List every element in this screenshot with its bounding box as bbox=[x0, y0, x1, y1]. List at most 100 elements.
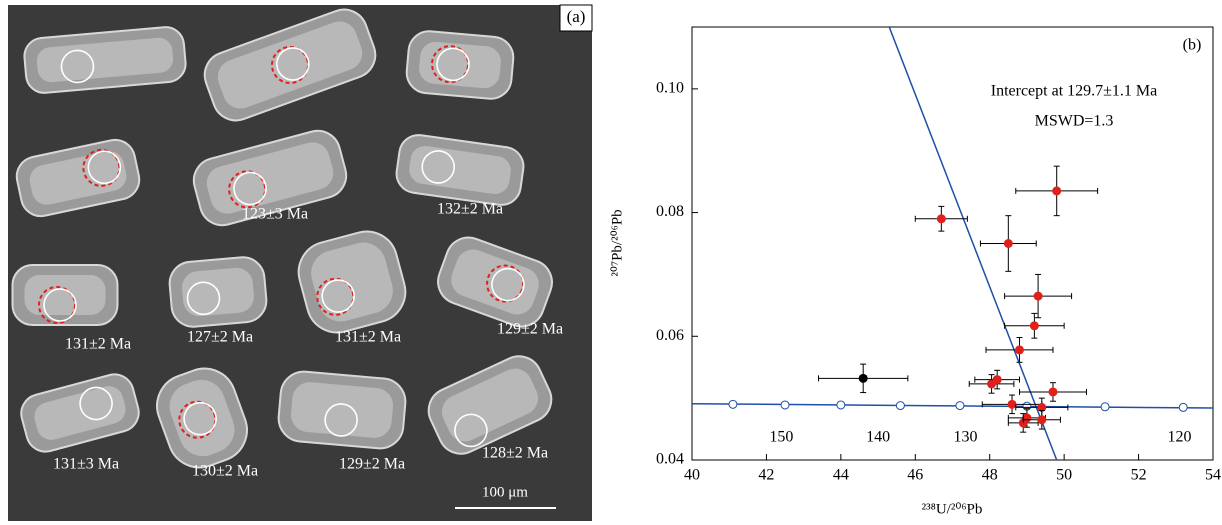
data-point bbox=[1003, 239, 1013, 248]
grain-part bbox=[29, 151, 127, 205]
grain-part bbox=[271, 46, 309, 84]
panel-label: (b) bbox=[1183, 37, 1202, 54]
grain-part bbox=[178, 400, 217, 439]
grain-age-label: 131±3 Ma bbox=[53, 456, 119, 473]
concordia-marker bbox=[780, 400, 790, 410]
grain-part bbox=[233, 171, 267, 206]
grain-age-label: 128±2 Ma bbox=[482, 445, 548, 462]
data-point bbox=[1007, 399, 1017, 409]
concordia-marker bbox=[955, 401, 965, 411]
x-tick-label: 52 bbox=[1131, 467, 1147, 484]
grain-part bbox=[441, 368, 539, 442]
data-point bbox=[1037, 415, 1047, 425]
zircon-grain bbox=[437, 236, 553, 328]
y-axis-label: ²⁰⁷Pb/²⁰⁶Pb bbox=[609, 209, 625, 276]
grain-part bbox=[324, 403, 358, 437]
grain-part bbox=[206, 142, 334, 214]
grain-part bbox=[276, 47, 310, 81]
concordia-marker bbox=[1100, 402, 1110, 412]
grain-part bbox=[316, 277, 355, 316]
grain-part bbox=[24, 275, 106, 315]
panel-label-box bbox=[559, 4, 593, 32]
grain-part bbox=[431, 45, 470, 84]
annotation: MSWD=1.3 bbox=[1035, 113, 1114, 130]
grain-part bbox=[34, 386, 126, 440]
grain-age-label: 129±2 Ma bbox=[339, 456, 405, 473]
concordia-marker bbox=[836, 400, 846, 410]
x-tick-label: 50 bbox=[1056, 467, 1072, 484]
grain-age-label: 130±2 Ma bbox=[192, 463, 258, 480]
zircon-grain bbox=[20, 373, 140, 453]
grain-part bbox=[311, 242, 393, 322]
grain-part bbox=[421, 150, 456, 184]
concordia-marker bbox=[895, 401, 905, 411]
data-point bbox=[1018, 418, 1028, 428]
data-point bbox=[1048, 387, 1058, 397]
grain-part bbox=[169, 379, 235, 457]
grain-part bbox=[321, 279, 355, 313]
grain-part bbox=[290, 382, 394, 438]
grain-part bbox=[419, 41, 501, 89]
grain-part bbox=[38, 286, 76, 324]
grain-part bbox=[454, 413, 488, 448]
data-point bbox=[1029, 321, 1039, 331]
age-label: 140 bbox=[866, 428, 890, 445]
annotation: Intercept at 129.7±1.1 Ma bbox=[991, 83, 1158, 100]
x-tick-label: 54 bbox=[1205, 467, 1221, 484]
zircon-grain bbox=[405, 30, 515, 100]
zircon-grain bbox=[395, 134, 525, 206]
zircon-grain bbox=[192, 129, 348, 227]
discordia-line bbox=[888, 27, 1058, 460]
data-point bbox=[1052, 186, 1062, 196]
grain-age-label: 131±2 Ma bbox=[65, 336, 131, 353]
data-point bbox=[1037, 402, 1047, 412]
zircon-grain bbox=[11, 264, 119, 326]
grain-part bbox=[491, 267, 525, 302]
grain-age-label: 127±2 Ma bbox=[187, 329, 253, 346]
plot-frame bbox=[691, 26, 1214, 461]
data-point bbox=[936, 214, 946, 224]
x-axis-label: ²³⁸U/²⁰⁶Pb bbox=[922, 501, 983, 517]
grain-part bbox=[183, 401, 217, 436]
grain-part bbox=[36, 37, 174, 83]
age-label: 120 bbox=[1168, 428, 1192, 445]
zircon-grain bbox=[168, 256, 268, 328]
zircon-grain bbox=[277, 370, 407, 450]
y-tick-label: 0.08 bbox=[656, 203, 684, 220]
grain-part bbox=[79, 386, 113, 421]
y-tick-label: 0.10 bbox=[656, 80, 684, 97]
panel-label: (a) bbox=[567, 7, 586, 26]
grain-part bbox=[87, 150, 122, 185]
y-tick-label: 0.06 bbox=[656, 327, 684, 344]
data-point bbox=[1033, 291, 1043, 301]
x-tick-label: 46 bbox=[907, 467, 923, 484]
zircon-grain bbox=[156, 367, 248, 469]
grain-part bbox=[436, 47, 470, 82]
zircon-grain bbox=[297, 230, 407, 334]
concordia-marker bbox=[728, 399, 738, 409]
grain-part bbox=[228, 170, 267, 209]
data-point bbox=[992, 375, 1002, 385]
x-tick-label: 48 bbox=[982, 467, 998, 484]
zircon-grain bbox=[203, 8, 377, 122]
concordia-marker bbox=[1178, 402, 1188, 412]
grain-age-label: 131±2 Ma bbox=[335, 329, 401, 346]
y-tick-label: 0.04 bbox=[656, 451, 684, 468]
grain-part bbox=[43, 288, 77, 322]
age-label: 150 bbox=[769, 428, 793, 445]
zircon-grain bbox=[15, 138, 141, 218]
data-point bbox=[858, 373, 868, 383]
grain-age-label: 123±3 Ma bbox=[242, 206, 308, 223]
scale-bar-label: 100 μm bbox=[482, 484, 528, 500]
grain-part bbox=[60, 49, 95, 84]
grain-part bbox=[186, 281, 221, 316]
x-tick-label: 44 bbox=[833, 467, 849, 484]
zircon-grain bbox=[427, 355, 553, 455]
grain-part bbox=[217, 21, 363, 109]
x-tick-label: 40 bbox=[684, 467, 700, 484]
grain-age-label: 132±2 Ma bbox=[437, 201, 503, 218]
concordia-line bbox=[692, 402, 1213, 409]
grain-age-label: 129±2 Ma bbox=[497, 321, 563, 338]
age-label: 130 bbox=[954, 428, 978, 445]
